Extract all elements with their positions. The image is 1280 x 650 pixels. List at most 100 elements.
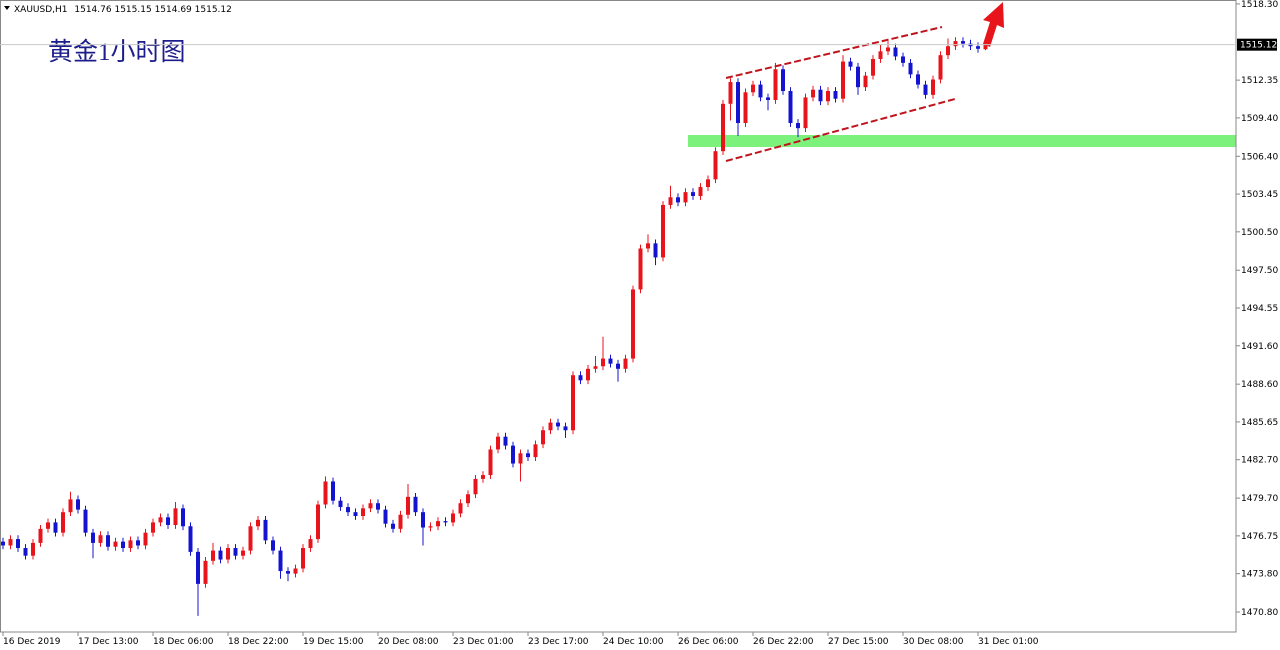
candle-body bbox=[661, 204, 665, 258]
candle-body bbox=[533, 444, 538, 458]
candle-body bbox=[121, 541, 125, 549]
candle-body bbox=[863, 75, 868, 88]
header-open: 1514.76 bbox=[74, 5, 111, 15]
candle-body bbox=[166, 517, 170, 525]
y-tick-label: 1476.75 bbox=[1241, 532, 1278, 542]
candle-body bbox=[16, 539, 20, 549]
candle-body bbox=[301, 548, 305, 569]
x-tick-label: 23 Dec 17:00 bbox=[528, 637, 589, 647]
candle-body bbox=[923, 84, 928, 95]
candle-body bbox=[338, 500, 343, 508]
candle-body bbox=[856, 66, 860, 88]
y-tick-label: 1494.55 bbox=[1241, 304, 1278, 314]
candles bbox=[1, 37, 988, 616]
candle-body bbox=[938, 55, 943, 80]
candle-body bbox=[503, 436, 508, 446]
candle-body bbox=[796, 123, 800, 129]
candle-body bbox=[278, 550, 283, 572]
candle-body bbox=[698, 187, 703, 196]
candle-body bbox=[1, 541, 5, 546]
x-tick-label: 23 Dec 01:00 bbox=[453, 637, 514, 647]
candle-body bbox=[353, 512, 358, 517]
candle-body bbox=[766, 97, 770, 100]
y-tick-label: 1506.40 bbox=[1241, 152, 1278, 162]
candle-body bbox=[263, 519, 268, 541]
x-tick-label: 20 Dec 08:00 bbox=[378, 637, 439, 647]
x-tick-label: 31 Dec 01:00 bbox=[978, 637, 1039, 647]
candle-body bbox=[901, 56, 905, 63]
candle-body bbox=[931, 79, 935, 95]
candle-body bbox=[308, 539, 313, 549]
candle-body bbox=[811, 89, 815, 98]
candle-body bbox=[113, 541, 118, 547]
candle-body bbox=[871, 59, 875, 76]
candle-body bbox=[646, 243, 650, 249]
candle-body bbox=[563, 426, 568, 431]
candle-body bbox=[406, 496, 410, 515]
candle-body bbox=[571, 375, 575, 431]
candle-body bbox=[961, 41, 965, 44]
candle-body bbox=[158, 517, 163, 523]
candle-body bbox=[368, 503, 373, 509]
price-label: 1515.12 bbox=[1240, 41, 1277, 51]
candle-body bbox=[743, 92, 748, 124]
candle-body bbox=[578, 375, 583, 381]
candle-body bbox=[908, 62, 913, 75]
candle-body bbox=[638, 248, 643, 290]
candle-body bbox=[721, 103, 725, 152]
candle-body bbox=[818, 89, 823, 102]
candle-body bbox=[436, 521, 440, 527]
candle-body bbox=[833, 91, 838, 99]
candle-body bbox=[946, 46, 950, 56]
y-tick-label: 1518.30 bbox=[1241, 0, 1278, 10]
y-tick-label: 1503.45 bbox=[1241, 190, 1278, 200]
candle-body bbox=[361, 508, 365, 517]
up-arrow bbox=[983, 2, 1004, 47]
candle-body bbox=[653, 243, 658, 258]
candle-body bbox=[668, 197, 673, 205]
candle-body bbox=[218, 550, 223, 560]
candle-body bbox=[31, 542, 35, 556]
candle-body bbox=[128, 540, 133, 549]
y-tick-label: 1485.65 bbox=[1241, 418, 1278, 428]
candle-body bbox=[293, 568, 298, 574]
candle-body bbox=[173, 508, 178, 525]
candle-body bbox=[61, 512, 65, 533]
candle-body bbox=[83, 509, 88, 533]
candle-body bbox=[316, 504, 320, 540]
candle-body bbox=[53, 522, 58, 533]
candle-body bbox=[151, 522, 155, 533]
candle-body bbox=[331, 481, 335, 501]
y-tick-label: 1473.80 bbox=[1241, 570, 1278, 580]
y-tick-label: 1470.80 bbox=[1241, 608, 1278, 618]
candle-body bbox=[23, 548, 28, 556]
candle-body bbox=[758, 84, 763, 98]
x-tick-label: 26 Dec 06:00 bbox=[678, 637, 739, 647]
y-tick-label: 1482.70 bbox=[1241, 456, 1278, 466]
candle-body bbox=[98, 535, 103, 543]
candle-body bbox=[76, 499, 80, 510]
candle-body bbox=[413, 496, 418, 513]
candle-body bbox=[511, 445, 515, 464]
candle-body bbox=[271, 540, 275, 551]
candle-body bbox=[548, 422, 553, 431]
x-tick-label: 26 Dec 22:00 bbox=[753, 637, 814, 647]
candle-body bbox=[616, 363, 620, 369]
candle-body bbox=[398, 514, 403, 529]
candle-body bbox=[391, 523, 395, 529]
candle-body bbox=[8, 539, 13, 546]
candle-body bbox=[46, 522, 50, 529]
candle-body bbox=[803, 97, 808, 129]
symbol: XAUUSD,H1 bbox=[14, 5, 68, 15]
candle-body bbox=[691, 192, 695, 196]
candle-body bbox=[601, 358, 605, 367]
y-tick-label: 1491.60 bbox=[1241, 342, 1278, 352]
x-tick-label: 24 Dec 10:00 bbox=[603, 637, 664, 647]
x-tick-label: 18 Dec 06:00 bbox=[153, 637, 214, 647]
candle-body bbox=[728, 82, 733, 104]
candle-body bbox=[38, 528, 43, 543]
candle-body bbox=[136, 540, 140, 546]
x-tick-label: 19 Dec 15:00 bbox=[303, 637, 364, 647]
